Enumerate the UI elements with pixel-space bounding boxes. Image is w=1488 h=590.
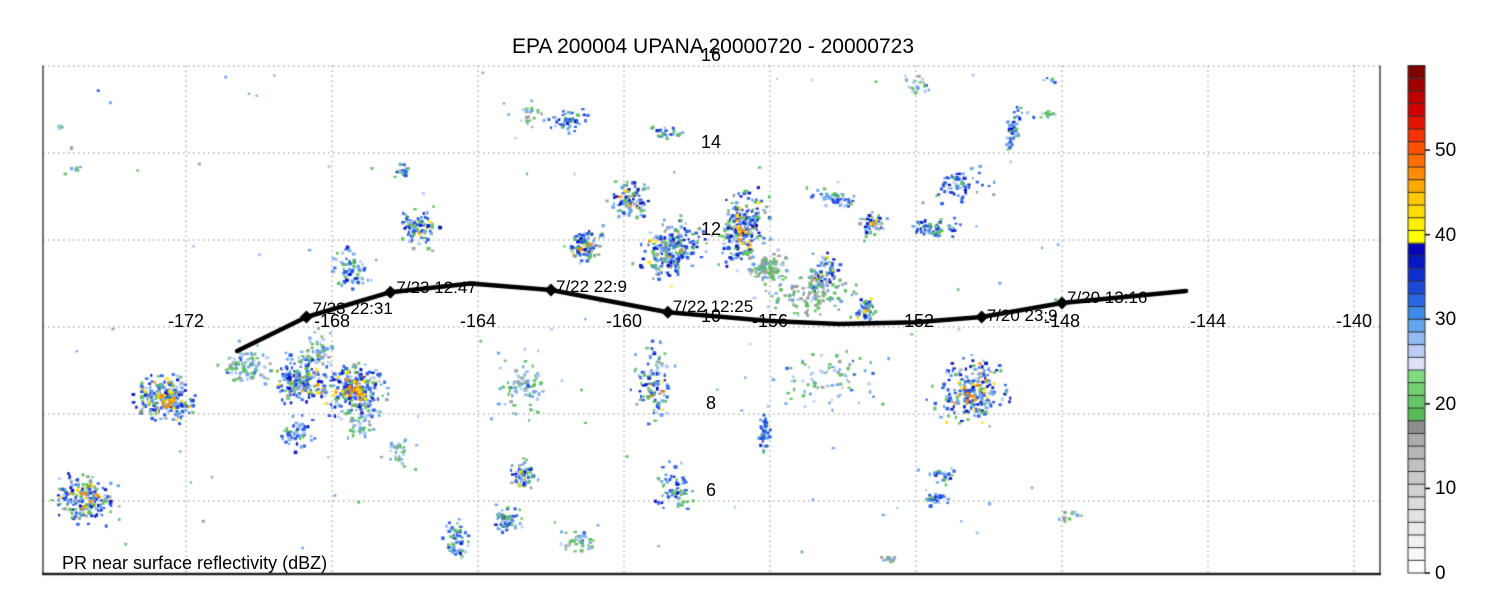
radar-map-canvas [0, 0, 1488, 590]
radar-reflectivity-figure: EPA 200004 UPANA 20000720 - 20000723 PR … [0, 0, 1488, 590]
